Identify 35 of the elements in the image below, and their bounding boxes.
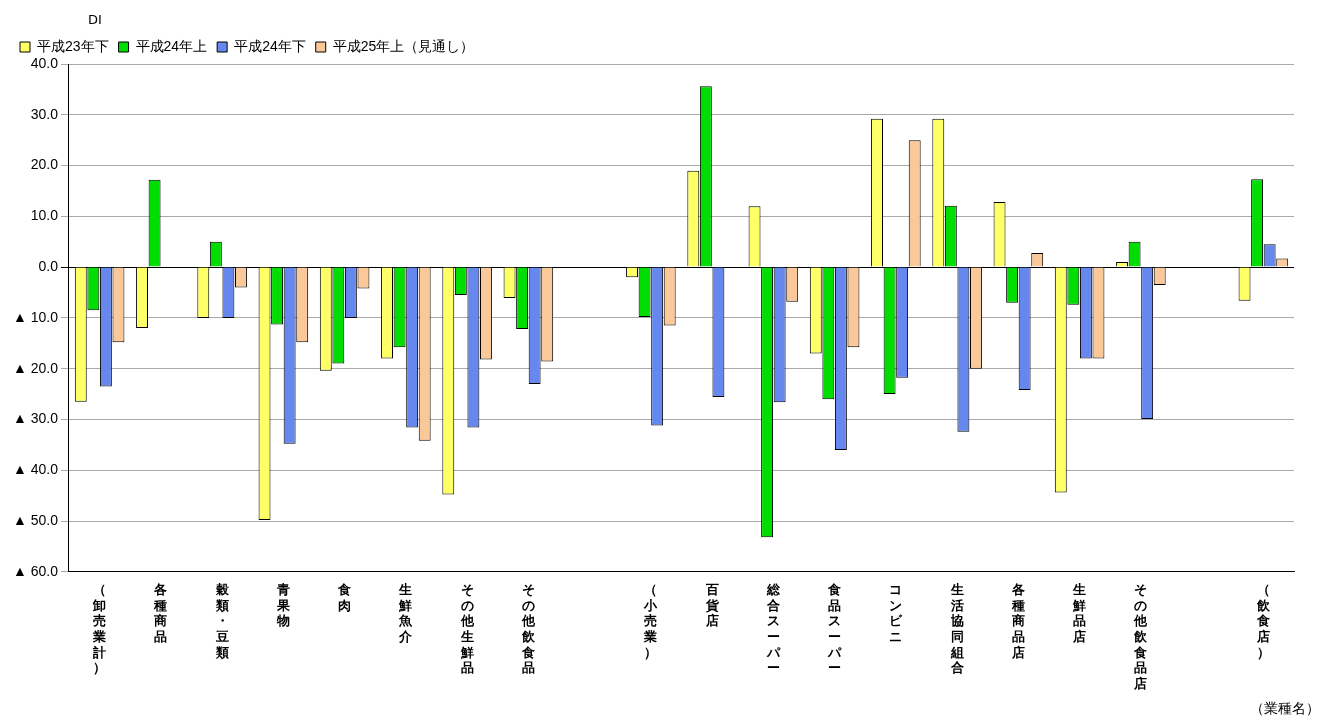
y-tick-label: ▲ 30.0	[12, 410, 59, 427]
x-tick-label: その他生鮮品	[459, 582, 475, 676]
x-tick-label: 食肉	[337, 582, 352, 613]
x-tick-label: コンビニ	[889, 582, 904, 644]
y-tick-label: 30.0	[30, 105, 59, 122]
x-tick-label: 百貨店	[704, 582, 720, 629]
x-tick-label: 穀類・豆類	[214, 582, 230, 660]
x-tick-label: 各種商品店	[1010, 582, 1025, 660]
y-axis-title: DI	[88, 12, 102, 27]
x-tick-label: （飲食店）	[1255, 582, 1271, 660]
legend-label: 平成24年上	[135, 37, 208, 54]
x-tick-label: 生鮮魚介	[398, 582, 414, 644]
x-tick-label: 食品スーパー	[827, 582, 843, 676]
y-tick-label: ▲ 60.0	[12, 562, 59, 579]
y-tick-label: 10.0	[30, 207, 59, 224]
y-tick-label: ▲ 40.0	[12, 461, 59, 478]
y-tick-label: ▲ 10.0	[12, 308, 59, 325]
x-tick-label: その他飲食品店	[1133, 582, 1149, 691]
legend-label: 平成23年下	[37, 37, 109, 54]
x-tick-label: 生活協同組合	[949, 582, 964, 676]
y-tick-label: 20.0	[30, 156, 59, 173]
x-tick-label: 青果物	[275, 582, 291, 629]
x-tick-label: 総合スーパー	[765, 582, 781, 676]
y-tick-label: 40.0	[30, 54, 59, 71]
legend-label: 平成24年下	[234, 37, 306, 54]
x-tick-label: 各種商品	[153, 582, 168, 644]
text: （業種名）	[1250, 700, 1320, 718]
y-tick-label: ▲ 50.0	[12, 511, 59, 528]
y-tick-label: ▲ 20.0	[12, 359, 59, 376]
x-tick-label: （小売業）	[643, 582, 659, 660]
y-tick-label: 0.0	[38, 257, 59, 274]
x-tick-label: その他飲食品	[520, 582, 536, 676]
x-tick-label: （卸売業計）	[92, 582, 107, 676]
x-tick-label: 生鮮品店	[1072, 582, 1087, 644]
legend-label: 平成25年上（見通し）	[332, 37, 475, 54]
